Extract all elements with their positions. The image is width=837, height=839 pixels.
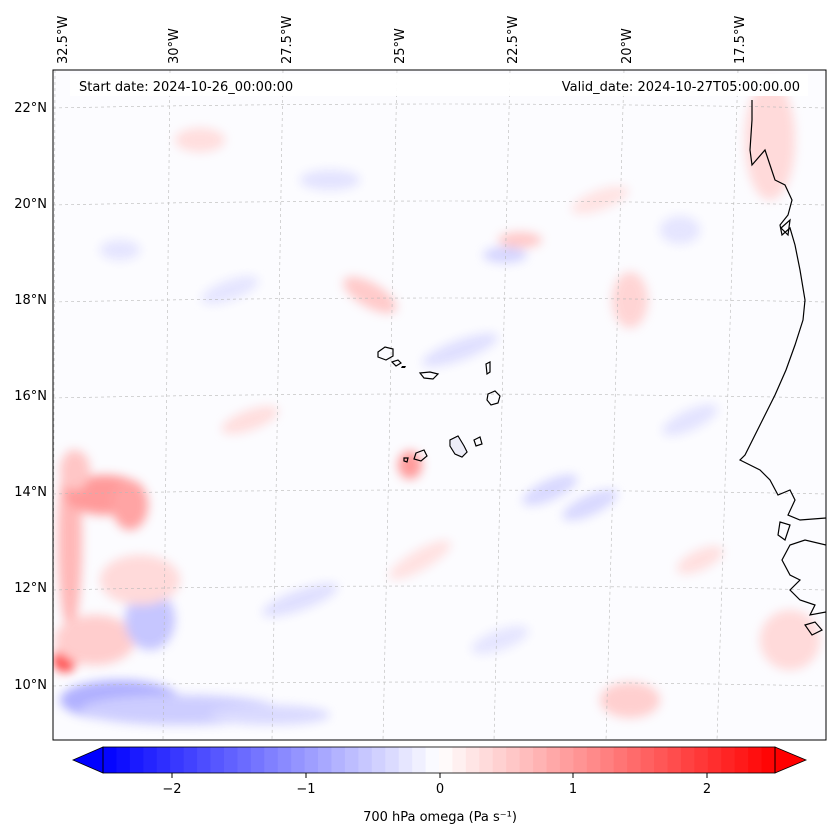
lon-label-30: 30°W: [167, 28, 182, 64]
lat-label-22: 22°N: [14, 101, 47, 116]
plot-area: [53, 70, 826, 740]
colorbar-segment: [237, 747, 252, 773]
colorbar-segment: [385, 747, 400, 773]
colorbar-segment: [358, 747, 373, 773]
colorbar-segment: [761, 747, 776, 773]
colorbar-segment: [506, 747, 521, 773]
colorbar-segment: [197, 747, 212, 773]
colorbar-segment: [586, 747, 601, 773]
colorbar-segment: [627, 747, 642, 773]
island-sal-boavista: [486, 390, 501, 406]
colorbar-segment: [291, 747, 306, 773]
colorbar-segment: [600, 747, 615, 773]
colorbar-segment: [103, 747, 117, 773]
cb-tick-0: 0: [436, 782, 444, 797]
colorbar-segment: [371, 747, 386, 773]
lat-label-12: 12°N: [14, 581, 47, 596]
colorbar-segment: [277, 747, 292, 773]
valid-date-label: Valid_date: 2024-10-27T05:00:00.00: [562, 80, 800, 95]
colorbar-segment: [143, 747, 158, 773]
lon-tick-labels: 32.5°W 30°W 27.5°W 25°W 22.5°W 20°W 17.5…: [56, 16, 748, 64]
lon-label-22-5: 22.5°W: [506, 16, 521, 64]
colorbar-segment: [439, 747, 453, 773]
colorbar-segment: [264, 747, 279, 773]
lat-label-14: 14°N: [14, 485, 47, 500]
africa-coastline-south: [781, 539, 826, 616]
colorbar-segment: [680, 747, 695, 773]
colorbar-segment: [734, 747, 749, 773]
colorbar-title: 700 hPa omega (Pa s⁻¹): [363, 810, 517, 825]
colorbar-segment: [465, 747, 480, 773]
omega-field: [53, 80, 820, 725]
colorbar-segment: [318, 747, 332, 773]
lon-label-20: 20°W: [620, 28, 635, 64]
colorbar-segment: [344, 747, 359, 773]
colorbar-segment: [479, 747, 494, 773]
colorbar-segment: [331, 747, 346, 773]
colorbar-segment: [223, 747, 238, 773]
colorbar-low-extend: [71, 746, 104, 774]
colorbar-segment: [546, 747, 561, 773]
colorbar-segment: [452, 747, 467, 773]
colorbar-segment: [667, 747, 682, 773]
colorbar-frame: [102, 746, 776, 774]
colorbar-segment: [425, 747, 440, 773]
colorbar-segment: [519, 747, 534, 773]
lon-label-27-5: 27.5°W: [280, 16, 295, 64]
colorbar-segment: [156, 747, 171, 773]
colorbar-segment: [250, 747, 265, 773]
lat-label-18: 18°N: [14, 293, 47, 308]
colorbar-segment: [412, 747, 427, 773]
small-island-fills: [401, 366, 406, 368]
lon-label-32-5: 32.5°W: [56, 16, 71, 64]
colorbar-segment: [210, 747, 225, 773]
colorbar-segment: [170, 747, 185, 773]
start-date-label: Start date: 2024-10-26_00:00:00: [79, 80, 293, 95]
colorbar-segment: [613, 747, 628, 773]
lon-label-25: 25°W: [393, 28, 408, 64]
cb-tick-neg1: −1: [296, 782, 315, 797]
colorbar-segment: [398, 747, 413, 773]
cb-tick-1: 1: [569, 782, 577, 797]
colorbar-high-extend: [774, 746, 808, 774]
plot-frame: [52, 69, 827, 741]
colorbar-segment: [654, 747, 668, 773]
colorbar-segment: [183, 747, 198, 773]
lat-label-16: 16°N: [14, 389, 47, 404]
island-fills: [449, 435, 468, 458]
colorbar-segment: [533, 747, 548, 773]
colorbar-segment: [304, 747, 319, 773]
colorbar-segment: [559, 747, 574, 773]
lat-tick-labels: 22°N 20°N 18°N 16°N 14°N 12°N 10°N: [14, 101, 47, 693]
lon-label-17-5: 17.5°W: [733, 16, 748, 64]
colorbar-segments: [103, 747, 776, 773]
colorbar-segment: [707, 747, 722, 773]
colorbar-ticks: [171, 773, 708, 778]
colorbar-segment: [492, 747, 507, 773]
colorbar-segment: [640, 747, 655, 773]
colorbar-segment: [116, 747, 131, 773]
lat-label-20: 20°N: [14, 197, 47, 212]
colorbar: −2 −1 0 1 2 700 hPa omega (Pa s⁻¹): [71, 746, 808, 825]
colorbar-segment: [573, 747, 588, 773]
colorbar-segment: [721, 747, 736, 773]
colorbar-segment: [129, 747, 144, 773]
colorbar-segment: [748, 747, 763, 773]
island-santo-antao: [377, 346, 394, 361]
cb-tick-2: 2: [703, 782, 711, 797]
africa-coastline: [738, 100, 826, 521]
cb-tick-neg2: −2: [162, 782, 181, 797]
colorbar-segment: [694, 747, 709, 773]
lat-label-10: 10°N: [14, 678, 47, 693]
info-box: [70, 74, 808, 96]
